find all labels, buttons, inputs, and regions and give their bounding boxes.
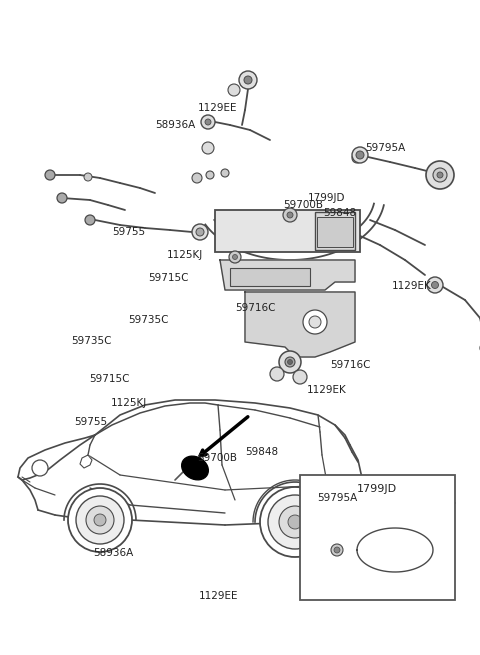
Text: 58936A: 58936A xyxy=(155,120,195,130)
Text: 59755: 59755 xyxy=(74,417,108,428)
Polygon shape xyxy=(80,455,92,468)
Circle shape xyxy=(57,193,67,203)
Text: 59735C: 59735C xyxy=(128,315,168,325)
Bar xyxy=(315,212,355,250)
Circle shape xyxy=(86,506,114,534)
Circle shape xyxy=(205,119,211,125)
Circle shape xyxy=(427,277,443,293)
Circle shape xyxy=(426,161,454,189)
Text: 59735C: 59735C xyxy=(71,335,111,346)
Circle shape xyxy=(221,169,229,177)
Text: 59795A: 59795A xyxy=(317,493,357,503)
Text: 59700B: 59700B xyxy=(197,453,237,464)
Circle shape xyxy=(32,460,48,476)
Text: 59795A: 59795A xyxy=(365,143,405,153)
Text: 59716C: 59716C xyxy=(330,360,371,370)
Text: 1129EE: 1129EE xyxy=(199,591,239,601)
Bar xyxy=(317,217,353,247)
Text: 1129EE: 1129EE xyxy=(198,103,238,113)
Circle shape xyxy=(68,488,132,552)
Circle shape xyxy=(309,316,321,328)
Circle shape xyxy=(229,251,241,263)
Circle shape xyxy=(293,370,307,384)
Bar xyxy=(215,210,360,252)
Circle shape xyxy=(196,228,204,236)
Circle shape xyxy=(192,173,202,183)
Circle shape xyxy=(334,547,340,553)
Text: 59716C: 59716C xyxy=(235,303,276,313)
Text: 1125KJ: 1125KJ xyxy=(110,398,147,408)
Circle shape xyxy=(94,514,106,526)
Text: 59848: 59848 xyxy=(245,447,278,457)
Text: 1125KJ: 1125KJ xyxy=(167,250,203,260)
Circle shape xyxy=(45,170,55,180)
Circle shape xyxy=(206,171,214,179)
Circle shape xyxy=(331,544,343,556)
Circle shape xyxy=(232,255,238,259)
Circle shape xyxy=(433,168,447,182)
Circle shape xyxy=(287,212,293,218)
Circle shape xyxy=(239,71,257,89)
Circle shape xyxy=(76,496,124,544)
Bar xyxy=(300,475,455,600)
Circle shape xyxy=(288,360,292,364)
Circle shape xyxy=(84,173,92,181)
Circle shape xyxy=(85,215,95,225)
Circle shape xyxy=(285,357,295,367)
Circle shape xyxy=(201,115,215,129)
Bar xyxy=(230,268,310,286)
Text: 1129EK: 1129EK xyxy=(307,384,347,395)
Polygon shape xyxy=(245,292,355,357)
Text: 59848: 59848 xyxy=(323,208,356,218)
Text: 59715C: 59715C xyxy=(89,373,129,384)
Circle shape xyxy=(270,367,284,381)
Circle shape xyxy=(356,151,364,159)
Text: 58936A: 58936A xyxy=(94,548,134,559)
Circle shape xyxy=(192,224,208,240)
Circle shape xyxy=(437,172,443,178)
Text: 1129EK: 1129EK xyxy=(392,281,432,291)
Circle shape xyxy=(352,147,368,163)
Circle shape xyxy=(303,310,327,334)
Circle shape xyxy=(432,282,439,288)
Circle shape xyxy=(279,351,301,373)
Circle shape xyxy=(260,487,330,557)
Text: 59700B: 59700B xyxy=(283,200,323,210)
Circle shape xyxy=(228,84,240,96)
Circle shape xyxy=(283,208,297,222)
Ellipse shape xyxy=(182,456,208,480)
Text: 59715C: 59715C xyxy=(148,273,189,283)
Circle shape xyxy=(288,515,302,529)
Text: 1799JD: 1799JD xyxy=(308,193,345,203)
Circle shape xyxy=(268,495,322,549)
Circle shape xyxy=(279,506,311,538)
Circle shape xyxy=(202,142,214,154)
Text: 59755: 59755 xyxy=(112,227,145,237)
Text: 1799JD: 1799JD xyxy=(357,484,397,494)
Polygon shape xyxy=(220,260,355,290)
Circle shape xyxy=(244,76,252,84)
Circle shape xyxy=(352,153,362,163)
